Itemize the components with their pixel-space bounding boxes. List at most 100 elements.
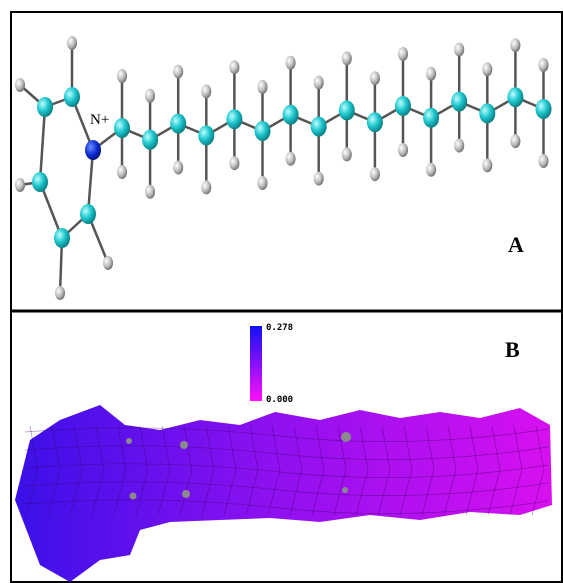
mesh-line [201, 425, 215, 516]
mesh-line [24, 481, 549, 496]
hydrogen [510, 134, 521, 149]
carbon [142, 129, 159, 150]
mesh-line [289, 425, 303, 516]
mesh-line [24, 463, 549, 478]
hydrogen [117, 69, 127, 83]
hydrogen [369, 167, 380, 182]
hydrogen [229, 156, 240, 171]
colorbar [250, 326, 262, 401]
carbon [535, 99, 552, 119]
hydrogen [173, 64, 184, 79]
mesh-line [333, 425, 347, 516]
mesh-line [179, 425, 193, 516]
hydrogen [67, 36, 77, 50]
mesh-line [25, 425, 39, 516]
carbon [366, 112, 383, 133]
hydrogen [55, 286, 65, 300]
bond [38, 181, 64, 239]
hydrogen [145, 184, 156, 199]
mesh-line [245, 425, 259, 516]
hydrogen [369, 71, 380, 86]
colorbar-min: 0.000 [266, 395, 293, 405]
bond [86, 149, 95, 215]
atom-label: N+ [90, 112, 109, 128]
hydrogen [398, 143, 408, 157]
hydrogen [341, 147, 352, 162]
carbon [395, 96, 411, 116]
mesh-line [47, 425, 61, 516]
hydrogen [201, 84, 212, 99]
mesh-line [24, 499, 549, 514]
nitrogen [85, 140, 101, 160]
carbon [423, 107, 440, 128]
carbon [451, 91, 468, 112]
hydrogen [285, 151, 296, 166]
hydrogen [454, 138, 465, 153]
hydrogen [103, 256, 113, 270]
carbon [310, 116, 327, 137]
carbon [226, 109, 243, 130]
mesh-line [113, 425, 127, 516]
hydrogen [285, 55, 296, 70]
hydrogen [341, 51, 352, 66]
mesh-line [355, 425, 369, 516]
carbon [282, 104, 299, 125]
mesh-line [509, 425, 523, 516]
bond [38, 106, 47, 183]
mesh-line [377, 425, 391, 516]
carbon [32, 172, 48, 192]
carbon [507, 87, 524, 108]
mesh-line [399, 425, 413, 516]
hydrogen [173, 160, 184, 175]
carbon [64, 87, 80, 107]
carbon [254, 121, 271, 141]
molecule [15, 36, 552, 300]
mesh-line [24, 445, 549, 460]
hydrogen [15, 178, 25, 192]
mesh-line [443, 425, 457, 516]
mesh-line [311, 425, 325, 516]
mesh-line [267, 425, 281, 516]
panel-label: A [508, 232, 524, 257]
hydrogen [15, 78, 25, 92]
carbon [37, 97, 53, 117]
carbon [80, 204, 96, 224]
carbon [114, 118, 130, 138]
mesh-line [487, 425, 501, 516]
hydrogen [426, 66, 437, 81]
hydrogen [398, 47, 408, 61]
carbon [479, 103, 496, 124]
mesh-line [223, 425, 237, 516]
mesh-line [421, 425, 435, 516]
panel-label: B [505, 337, 520, 362]
carbon [338, 100, 355, 121]
hydrogen [538, 154, 549, 168]
hydrogen [117, 165, 127, 179]
surface [15, 405, 552, 582]
hydrogen [538, 58, 549, 72]
frame [10, 11, 563, 583]
mesh-line [91, 425, 105, 516]
hydrogen [313, 75, 324, 90]
carbon [54, 228, 70, 248]
hydrogen [482, 158, 493, 173]
mesh-line [531, 425, 545, 516]
hydrogen [454, 42, 465, 57]
mesh-line [465, 425, 479, 516]
hydrogen [482, 62, 493, 77]
hydrogen [313, 171, 324, 186]
mesh-line [157, 425, 171, 516]
hydrogen [510, 38, 521, 53]
hydrogen [201, 180, 212, 195]
carbon [198, 125, 215, 146]
hydrogen [229, 60, 240, 75]
mesh-line [69, 425, 83, 516]
hydrogen [257, 80, 268, 94]
hydrogen [145, 88, 156, 103]
hydrogen [257, 176, 268, 190]
mesh-line [135, 425, 149, 516]
carbon [170, 113, 187, 134]
surface-fill [15, 405, 552, 582]
colorbar-max: 0.278 [266, 323, 293, 333]
